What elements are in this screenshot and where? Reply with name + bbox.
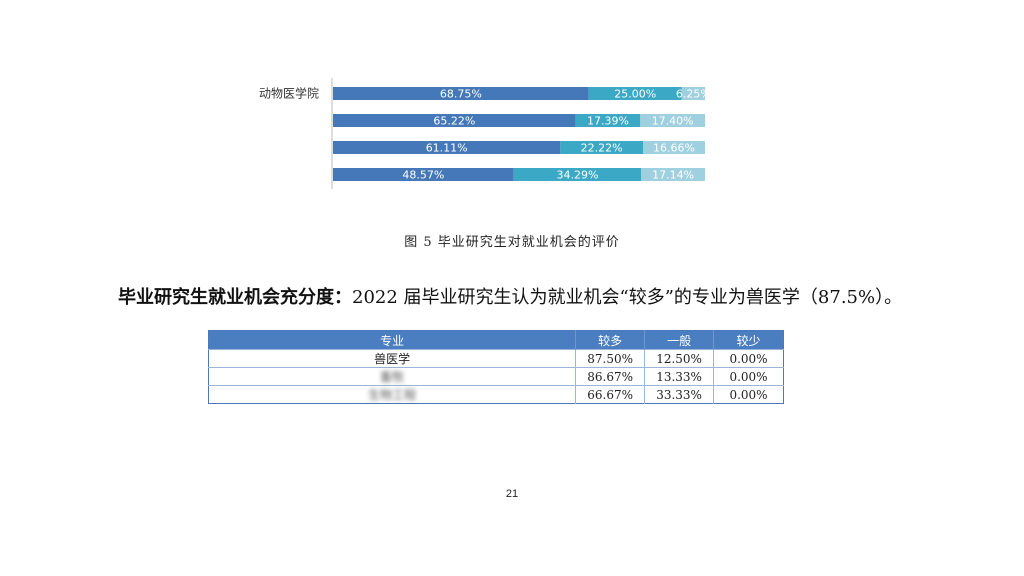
data-label: 17.14%: [652, 169, 694, 182]
category-label: 动物医学院: [259, 86, 319, 101]
bar-segment: [681, 87, 705, 100]
cell-less: 0.00%: [713, 349, 784, 368]
bar-segment: [560, 141, 643, 154]
data-label: 61.11%: [426, 142, 468, 155]
cell-major-blurred: 生物工程: [208, 385, 576, 404]
bar-segment: [333, 114, 576, 127]
header-major: 专业: [208, 330, 576, 350]
paragraph-lead: 毕业研究生就业机会充分度：: [118, 287, 352, 308]
table-row: 畜牧 86.67% 13.33% 0.00%: [208, 367, 784, 386]
data-label: 25.00%: [614, 88, 656, 101]
cell-more: 66.67%: [575, 385, 645, 404]
data-label: 48.57%: [402, 169, 444, 182]
data-label: 68.75%: [440, 88, 482, 101]
cell-average: 33.33%: [644, 385, 714, 404]
page-number: 21: [505, 488, 519, 500]
bar-segment: [642, 141, 705, 154]
data-label: 65.22%: [433, 115, 475, 128]
bar-segment: [333, 168, 514, 181]
table-row: 兽医学 87.50% 12.50% 0.00%: [208, 349, 784, 368]
data-label: 16.66%: [653, 142, 695, 155]
header-average: 一般: [644, 330, 714, 350]
cell-less: 0.00%: [713, 385, 784, 404]
bar-segment: [513, 168, 642, 181]
cell-major-blurred: 畜牧: [208, 367, 576, 386]
employment-table: 专业 较多 一般 较少 兽医学 87.50% 12.50% 0.00% 畜牧 8…: [208, 330, 784, 404]
table-row: 生物工程 66.67% 33.33% 0.00%: [208, 385, 784, 404]
table-header-row: 专业 较多 一般 较少: [208, 330, 784, 350]
cell-major: 兽医学: [208, 349, 576, 368]
header-less: 较少: [713, 330, 784, 350]
figure-caption: 图 5 毕业研究生对就业机会的评价: [404, 235, 620, 250]
data-label: 34.29%: [556, 169, 598, 182]
data-label: 17.40%: [652, 115, 694, 128]
bar-segment: [640, 114, 706, 127]
stacked-bar-chart: 动物医学院 68.75% 25.00% 6.25% 65.22% 17.39% 17.40%…: [259, 78, 711, 189]
data-label: 17.39%: [587, 115, 629, 128]
cell-more: 87.50%: [575, 349, 645, 368]
bar-segment: [333, 141, 561, 154]
cell-less: 0.00%: [713, 367, 784, 386]
paragraph-text: 2022 届毕业研究生认为就业机会“较多”的专业为兽医学（87.5%）。: [352, 287, 903, 308]
bar-segment: [333, 87, 589, 100]
bar-segment: [641, 168, 705, 181]
data-label: 6.25%: [676, 88, 711, 101]
cell-average: 13.33%: [644, 367, 714, 386]
cell-average: 12.50%: [644, 349, 714, 368]
bar-segment: [575, 114, 641, 127]
data-label: 22.22%: [581, 142, 623, 155]
cell-more: 86.67%: [575, 367, 645, 386]
paragraph: 毕业研究生就业机会充分度：2022 届毕业研究生认为就业机会“较多”的专业为兽医…: [118, 283, 902, 309]
header-more: 较多: [575, 330, 645, 350]
bar-segment: [588, 87, 682, 100]
